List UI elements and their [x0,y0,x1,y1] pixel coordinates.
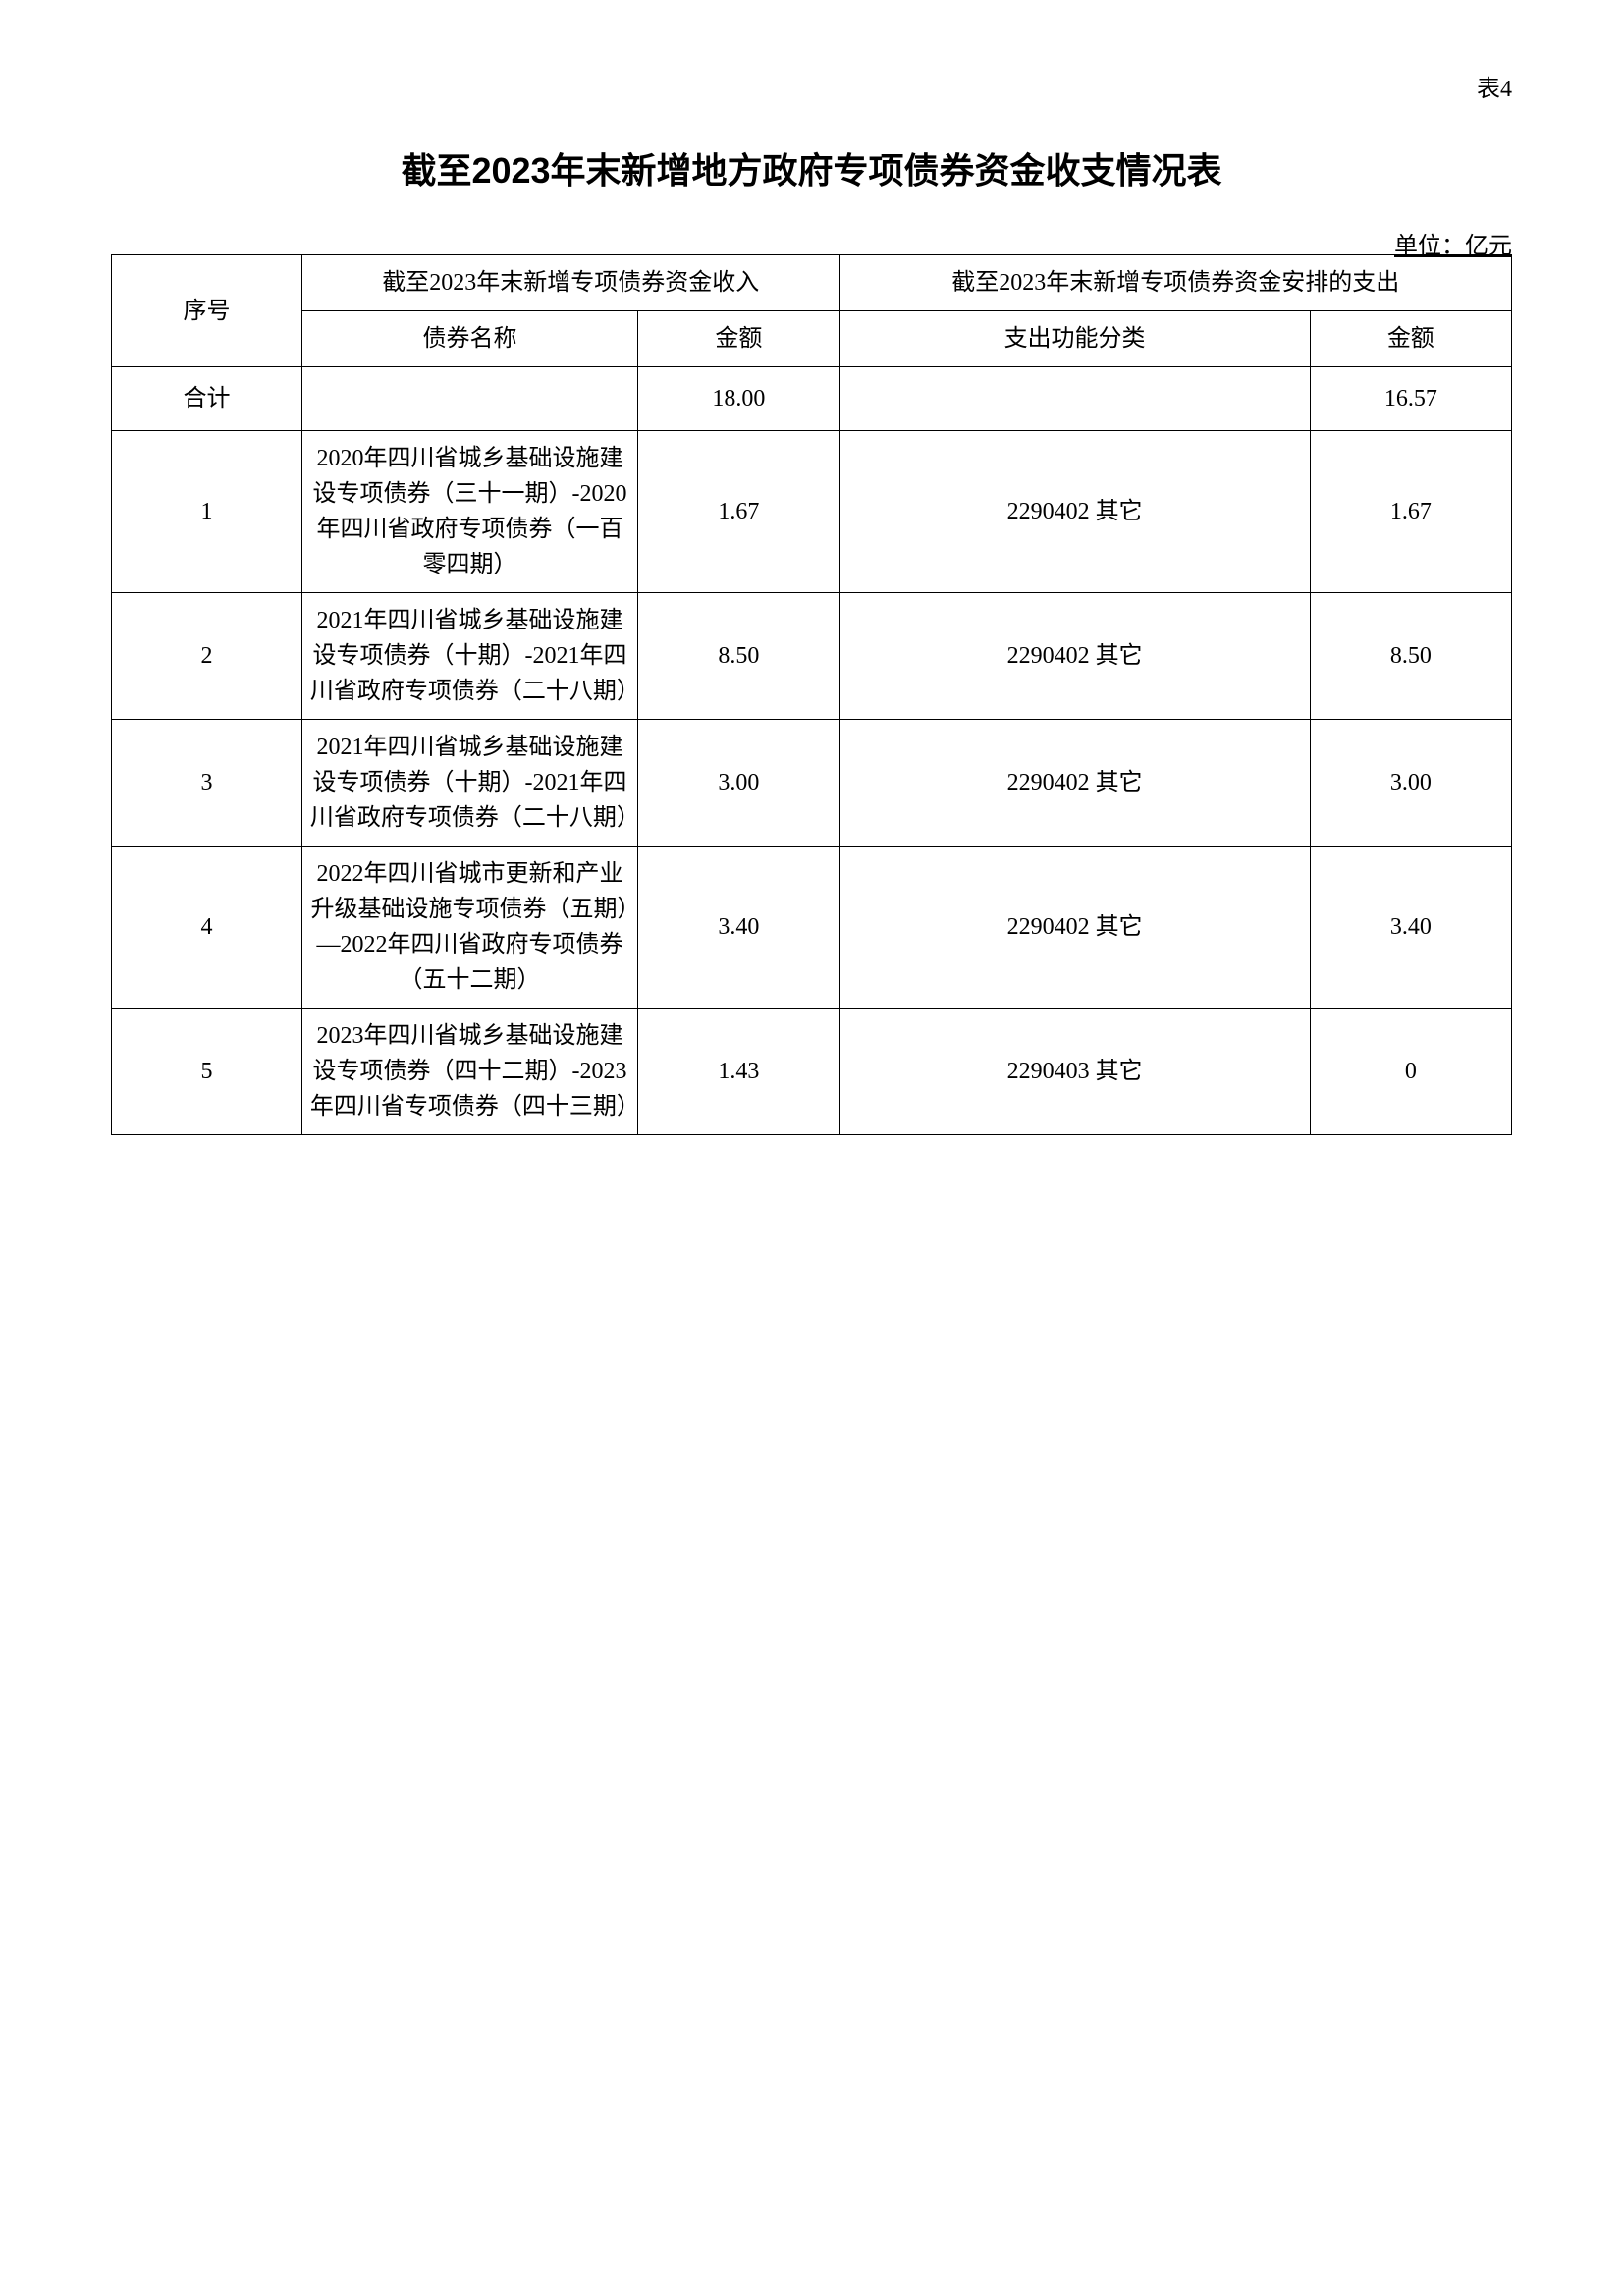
cell-bond-name: 2020年四川省城乡基础设施建设专项债券（三十一期）-2020年四川省政府专项债… [301,431,637,593]
total-bond-name [301,367,637,431]
cell-income-amount: 1.43 [638,1009,839,1135]
header-expense-amount: 金额 [1310,311,1511,367]
total-expense-category [839,367,1310,431]
header-expense-category: 支出功能分类 [839,311,1310,367]
cell-bond-name: 2021年四川省城乡基础设施建设专项债券（十期）-2021年四川省政府专项债券（… [301,593,637,720]
cell-seq: 3 [112,720,302,847]
total-income-amount: 18.00 [638,367,839,431]
cell-expense-category: 2290402 其它 [839,593,1310,720]
header-expense-group: 截至2023年末新增专项债券资金安排的支出 [839,255,1512,311]
cell-seq: 1 [112,431,302,593]
cell-bond-name: 2023年四川省城乡基础设施建设专项债券（四十二期）-2023年四川省专项债券（… [301,1009,637,1135]
bond-funds-table: 序号 截至2023年末新增专项债券资金收入 截至2023年末新增专项债券资金安排… [111,254,1512,1135]
total-label: 合计 [112,367,302,431]
cell-income-amount: 3.00 [638,720,839,847]
header-income-amount: 金额 [638,311,839,367]
table-body: 合计 18.00 16.57 1 2020年四川省城乡基础设施建设专项债券（三十… [112,367,1512,1135]
cell-seq: 5 [112,1009,302,1135]
cell-expense-amount: 1.67 [1310,431,1511,593]
cell-expense-amount: 8.50 [1310,593,1511,720]
cell-expense-category: 2290403 其它 [839,1009,1310,1135]
table-row: 5 2023年四川省城乡基础设施建设专项债券（四十二期）-2023年四川省专项债… [112,1009,1512,1135]
cell-bond-name: 2022年四川省城市更新和产业升级基础设施专项债券（五期）—2022年四川省政府… [301,847,637,1009]
total-expense-amount: 16.57 [1310,367,1511,431]
table-row: 2 2021年四川省城乡基础设施建设专项债券（十期）-2021年四川省政府专项债… [112,593,1512,720]
cell-income-amount: 8.50 [638,593,839,720]
page-label: 表4 [1477,69,1512,103]
table-row: 3 2021年四川省城乡基础设施建设专项债券（十期）-2021年四川省政府专项债… [112,720,1512,847]
cell-expense-amount: 3.40 [1310,847,1511,1009]
cell-income-amount: 1.67 [638,431,839,593]
table-header-row-1: 序号 截至2023年末新增专项债券资金收入 截至2023年末新增专项债券资金安排… [112,255,1512,311]
cell-expense-amount: 0 [1310,1009,1511,1135]
header-bond-name: 债券名称 [301,311,637,367]
cell-seq: 2 [112,593,302,720]
page-title: 截至2023年末新增地方政府专项债券资金收支情况表 [0,142,1623,193]
cell-expense-category: 2290402 其它 [839,720,1310,847]
table-row: 4 2022年四川省城市更新和产业升级基础设施专项债券（五期）—2022年四川省… [112,847,1512,1009]
cell-expense-category: 2290402 其它 [839,431,1310,593]
header-seq: 序号 [112,255,302,367]
table-total-row: 合计 18.00 16.57 [112,367,1512,431]
header-income-group: 截至2023年末新增专项债券资金收入 [301,255,839,311]
table-header-row-2: 债券名称 金额 支出功能分类 金额 [112,311,1512,367]
table-row: 1 2020年四川省城乡基础设施建设专项债券（三十一期）-2020年四川省政府专… [112,431,1512,593]
cell-income-amount: 3.40 [638,847,839,1009]
cell-expense-category: 2290402 其它 [839,847,1310,1009]
cell-bond-name: 2021年四川省城乡基础设施建设专项债券（十期）-2021年四川省政府专项债券（… [301,720,637,847]
cell-expense-amount: 3.00 [1310,720,1511,847]
cell-seq: 4 [112,847,302,1009]
